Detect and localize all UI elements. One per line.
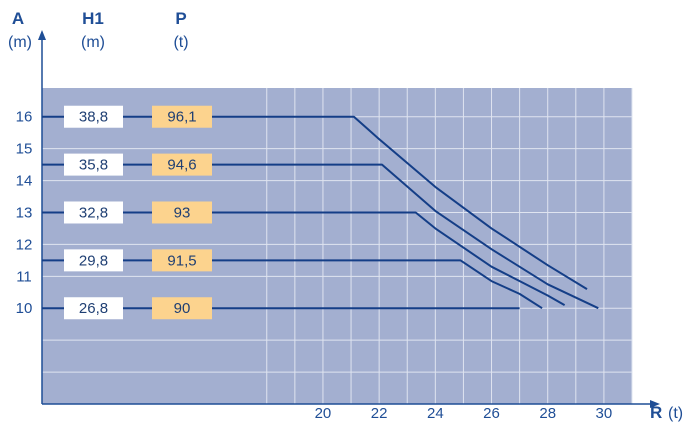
y-axis-title: A — [12, 9, 24, 28]
x-tick-labels: 20 22 24 26 28 30 — [315, 405, 613, 422]
y-tick-label: 12 — [16, 236, 33, 253]
x-tick-label: 22 — [371, 405, 388, 422]
h1-value: 29,8 — [79, 252, 108, 269]
p-value-box — [152, 201, 212, 224]
series-line — [42, 163, 599, 310]
y-tick-label: 10 — [16, 300, 33, 317]
h1-column-title: H1 — [82, 9, 104, 28]
p-value: 91,5 — [167, 252, 196, 269]
x-tick-label: 26 — [483, 405, 500, 422]
h1-value: 38,8 — [79, 109, 108, 126]
y-tick-label: 13 — [16, 204, 33, 221]
p-value: 94,6 — [167, 157, 196, 174]
x-axis-title: R — [650, 403, 662, 422]
x-tick-label: 20 — [315, 405, 332, 422]
h1-value-box — [64, 153, 123, 176]
p-value: 96,1 — [167, 109, 196, 126]
series-line — [42, 115, 588, 290]
y-tick-label: 16 — [16, 109, 33, 126]
h1-value-box — [64, 297, 123, 320]
y-tick-label: 14 — [16, 173, 33, 190]
x-tick-label: 30 — [596, 405, 613, 422]
y-axis-arrow-icon — [38, 30, 46, 40]
p-value-box — [152, 153, 212, 176]
y-axis-unit: (m) — [8, 34, 32, 51]
h1-column-unit: (m) — [81, 34, 105, 51]
h1-value-box — [64, 201, 123, 224]
y-tick-labels: 10 11 12 13 14 15 16 — [16, 109, 33, 318]
p-value-box — [152, 297, 212, 320]
series-line — [42, 211, 566, 306]
p-value-box — [152, 105, 212, 128]
p-value: 93 — [174, 204, 191, 221]
p-column-title: P — [175, 9, 186, 28]
x-axis-unit: (t) — [668, 405, 683, 422]
series-labels: 38,8 96,1 35,8 94,6 32,8 93 29,8 91,5 26,8 90 — [64, 105, 212, 320]
h1-value: 32,8 — [79, 204, 108, 221]
p-value: 90 — [174, 300, 191, 317]
h1-value: 35,8 — [79, 157, 108, 174]
x-tick-label: 24 — [427, 405, 444, 422]
plot-area — [42, 88, 632, 404]
x-tick-label: 28 — [539, 405, 556, 422]
h1-value-box — [64, 105, 123, 128]
x-axis-arrow-icon — [650, 400, 660, 408]
h1-value: 26,8 — [79, 300, 108, 317]
y-tick-label: 15 — [16, 141, 33, 158]
series-lines — [42, 115, 599, 310]
p-column-unit: (t) — [173, 34, 188, 51]
h1-value-box — [64, 249, 123, 272]
series-line — [42, 259, 543, 310]
y-tick-label: 11 — [16, 268, 32, 285]
p-value-box — [152, 249, 212, 272]
